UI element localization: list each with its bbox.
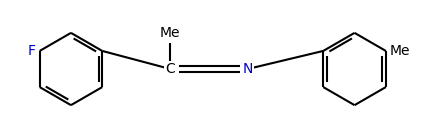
Text: Me: Me [160,26,181,40]
Text: Me: Me [390,44,410,58]
Text: C: C [165,62,175,76]
Text: F: F [27,44,36,58]
Text: N: N [242,62,253,76]
